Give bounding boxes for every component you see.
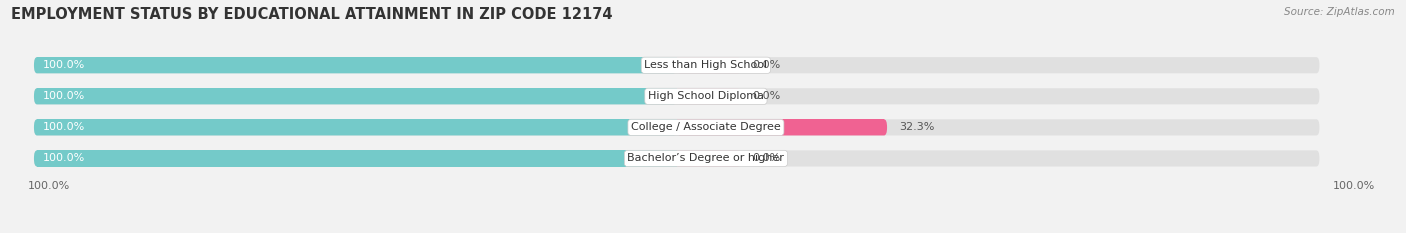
Text: 100.0%: 100.0% (44, 60, 86, 70)
Bar (676, 88, 738, 104)
Text: Less than High School: Less than High School (644, 60, 768, 70)
Text: 32.3%: 32.3% (898, 122, 934, 132)
FancyBboxPatch shape (34, 150, 676, 167)
Text: 0.0%: 0.0% (752, 91, 780, 101)
Text: 0.0%: 0.0% (752, 60, 780, 70)
FancyBboxPatch shape (676, 88, 741, 104)
FancyBboxPatch shape (34, 57, 1319, 73)
Text: 0.0%: 0.0% (752, 154, 780, 163)
FancyBboxPatch shape (34, 57, 676, 73)
FancyBboxPatch shape (34, 119, 676, 135)
FancyBboxPatch shape (34, 150, 1319, 167)
Bar (676, 57, 738, 73)
FancyBboxPatch shape (34, 88, 1319, 104)
Text: High School Diploma: High School Diploma (648, 91, 763, 101)
Text: Source: ZipAtlas.com: Source: ZipAtlas.com (1284, 7, 1395, 17)
Text: College / Associate Degree: College / Associate Degree (631, 122, 780, 132)
Bar (37, 150, 676, 167)
Text: Bachelor’s Degree or higher: Bachelor’s Degree or higher (627, 154, 785, 163)
FancyBboxPatch shape (676, 150, 741, 167)
FancyBboxPatch shape (34, 88, 676, 104)
Text: 100.0%: 100.0% (44, 154, 86, 163)
Text: 100.0%: 100.0% (44, 122, 86, 132)
Bar (676, 150, 738, 167)
Bar (37, 57, 676, 73)
FancyBboxPatch shape (676, 57, 741, 73)
Bar (37, 119, 676, 135)
Bar (37, 88, 676, 104)
Text: 100.0%: 100.0% (28, 181, 70, 191)
Bar (676, 119, 884, 135)
FancyBboxPatch shape (676, 119, 887, 135)
Text: 100.0%: 100.0% (44, 91, 86, 101)
FancyBboxPatch shape (34, 119, 1319, 135)
Text: 100.0%: 100.0% (1333, 181, 1375, 191)
Text: EMPLOYMENT STATUS BY EDUCATIONAL ATTAINMENT IN ZIP CODE 12174: EMPLOYMENT STATUS BY EDUCATIONAL ATTAINM… (11, 7, 613, 22)
